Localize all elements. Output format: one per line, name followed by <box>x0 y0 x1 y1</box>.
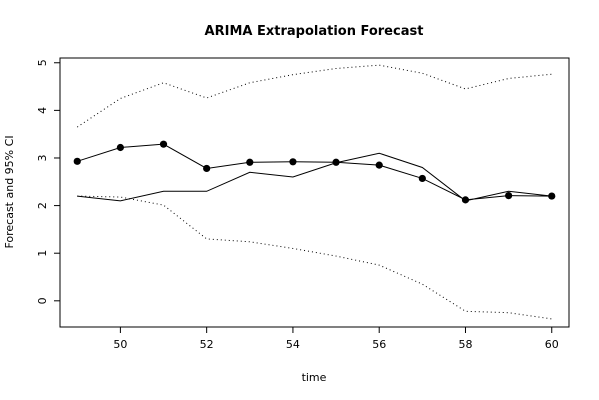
forecast-point <box>461 196 470 204</box>
x-axis-label: time <box>302 371 327 384</box>
y-tick-label: 1 <box>36 250 49 257</box>
y-tick-label: 4 <box>36 107 49 114</box>
forecast-point <box>375 161 383 169</box>
series-line-2 <box>77 143 552 201</box>
x-tick-label: 54 <box>286 338 300 351</box>
x-tick-label: 56 <box>372 338 386 351</box>
x-tick-label: 60 <box>545 338 559 351</box>
y-tick-label: 2 <box>36 202 49 209</box>
series-line-3 <box>76 64 552 128</box>
chart-title: ARIMA Extrapolation Forecast <box>205 24 424 39</box>
forecast-point <box>418 174 426 183</box>
forecast-point <box>246 158 254 166</box>
forecast-point <box>116 143 124 152</box>
x-axis: 50 52 54 56 58 60 <box>113 327 559 351</box>
y-tick-label: 0 <box>36 297 49 304</box>
y-tick-label: 3 <box>36 154 49 161</box>
plot-frame <box>59 57 570 328</box>
forecast-point <box>203 164 211 173</box>
forecast-point <box>548 192 556 200</box>
x-tick-label: 50 <box>113 338 127 351</box>
y-axis-label: Forecast and 95% CI <box>3 135 16 248</box>
series-line-1 <box>77 152 552 202</box>
y-axis: 0 1 2 3 4 5 <box>36 59 60 304</box>
forecast-point <box>159 140 168 148</box>
forecast-point <box>505 191 513 200</box>
forecast-point <box>289 158 297 166</box>
x-tick-label: 58 <box>458 338 472 351</box>
forecast-point <box>73 157 81 165</box>
forecast-point <box>332 158 340 166</box>
x-tick-label: 52 <box>200 338 214 351</box>
series-layer <box>73 64 556 320</box>
y-tick-label: 5 <box>36 59 49 66</box>
series-line-4 <box>77 195 552 320</box>
